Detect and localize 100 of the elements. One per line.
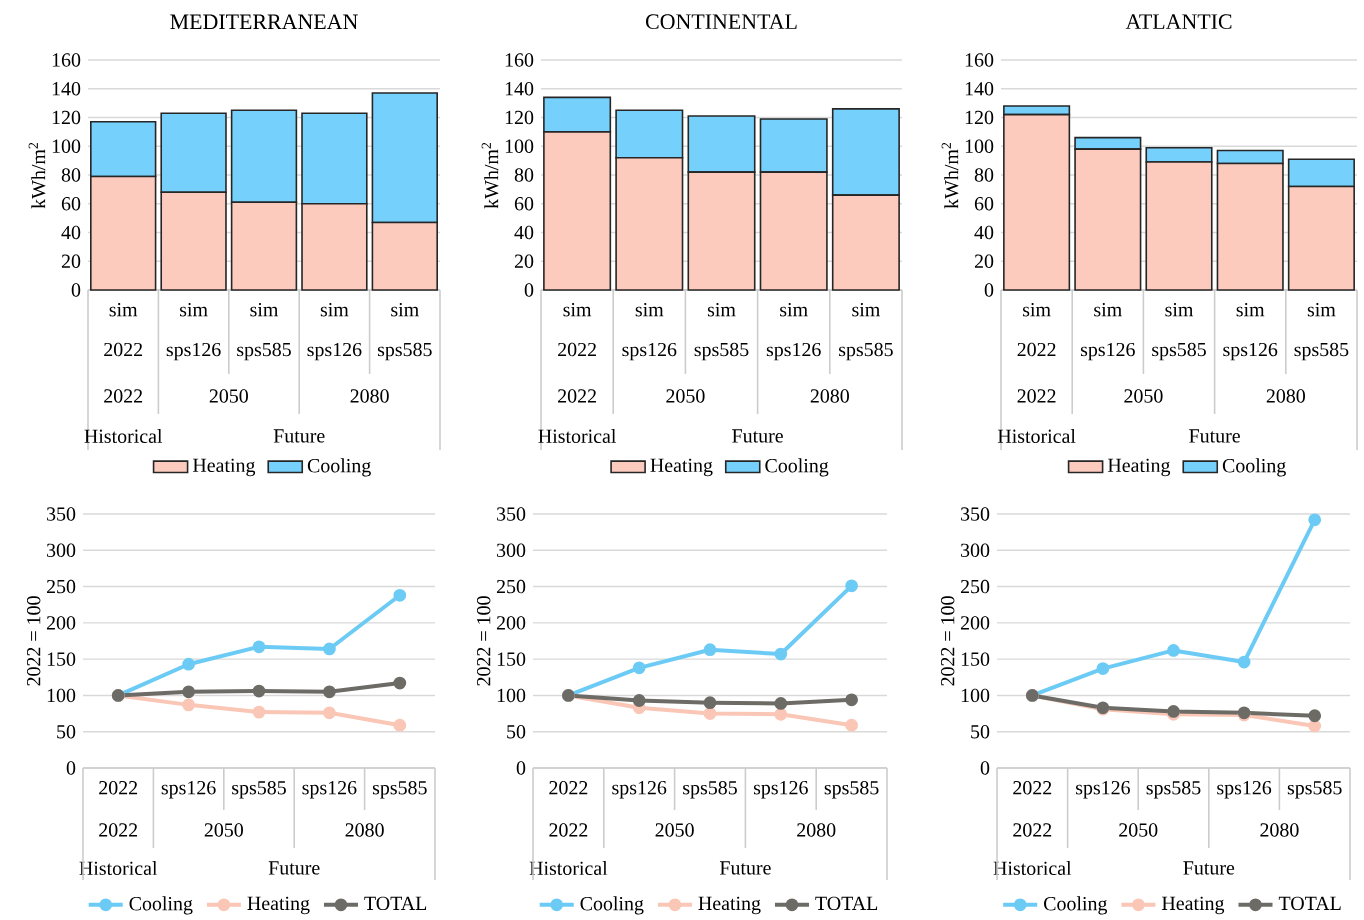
legend-label: Cooling [765, 458, 829, 477]
text: 2080 [810, 389, 849, 403]
text: Future [273, 429, 325, 443]
category-label: sim 2022 [558, 303, 596, 357]
y-tick-label: 350 [961, 507, 990, 521]
legend-label: Heating [650, 458, 713, 477]
text: 2022 [1017, 389, 1056, 403]
category-label: sim sps585 [237, 303, 291, 361]
chart-title: ATLANTIC [1125, 14, 1232, 29]
category-label: sim sps585 [1294, 303, 1349, 361]
text: Future [1183, 861, 1235, 875]
y-tick-label: 0 [516, 761, 526, 775]
y-axis-title: 2022 = 100 [476, 596, 491, 686]
y-tick-label: 200 [960, 616, 990, 630]
text: Historical [79, 860, 158, 875]
x-tick-label: sps585 [1287, 781, 1342, 799]
legend-label: TOTAL [815, 896, 878, 911]
y-axis-title: 2022 = 100 [26, 596, 41, 686]
x-tick-label: 2022 [99, 781, 138, 795]
x-tick-label: sps585 [372, 781, 427, 799]
text: 2050 [1119, 823, 1158, 837]
x-tick-label: sps585 [824, 781, 879, 799]
category-label: sim sps126 [166, 303, 221, 361]
y-tick-label: 80 [61, 168, 81, 182]
y-tick-label: 150 [47, 652, 76, 666]
y-tick-label: 300 [497, 543, 526, 557]
y-tick-label: 20 [514, 254, 534, 268]
y-tick-label: 100 [47, 688, 76, 703]
text: 2022 [99, 823, 138, 837]
y-tick-label: 160 [505, 53, 534, 67]
text: Future [719, 861, 771, 875]
y-axis-title: kWh/m$^{2}$ [28, 142, 46, 209]
y-tick-label: 300 [47, 543, 76, 557]
legend-label: Heating [1107, 458, 1171, 477]
legend-label: Cooling [129, 896, 193, 915]
text: 2050 [1124, 389, 1163, 403]
x-tick-label: sps585 [232, 781, 286, 799]
text: 2080 [350, 389, 389, 403]
y-tick-label: 0 [66, 761, 76, 775]
x-tick-label: 2022 [1013, 781, 1052, 795]
category-label: sim sps126 [307, 303, 362, 361]
text: 2022 [558, 389, 596, 403]
y-tick-label: 50 [57, 724, 76, 739]
y-tick-label: 250 [960, 579, 990, 594]
y-tick-label: 140 [52, 82, 81, 96]
y-tick-label: 80 [974, 168, 994, 182]
x-tick-label: sps126 [302, 781, 357, 799]
x-tick-label: sps585 [1146, 781, 1201, 799]
x-tick-label: sps126 [1217, 781, 1272, 799]
y-tick-label: 50 [507, 724, 526, 739]
text: 2050 [204, 823, 243, 837]
y-tick-label: 60 [974, 197, 994, 211]
y-tick-label: 200 [46, 616, 76, 630]
category-label: sim sps126 [1080, 303, 1135, 361]
legend-label: Cooling [580, 896, 644, 915]
text: Historical [84, 428, 163, 443]
text: Historical [538, 428, 616, 443]
y-tick-label: 40 [514, 225, 534, 240]
y-tick-label: 50 [971, 724, 990, 739]
y-tick-label: 20 [974, 254, 994, 268]
category-label: sim sps126 [1223, 303, 1278, 361]
legend-label: Heating [1161, 896, 1225, 915]
x-tick-label: sps126 [161, 781, 216, 799]
y-tick-label: 60 [514, 197, 534, 211]
y-tick-label: 150 [497, 652, 526, 666]
y-axis-title: kWh/m$^{2}$ [941, 142, 959, 209]
text: 2022 [549, 823, 588, 837]
y-tick-label: 140 [505, 82, 534, 96]
text: 2080 [345, 823, 384, 837]
text: Future [1189, 429, 1240, 443]
x-tick-label: 2022 [549, 781, 588, 795]
text: Historical [993, 860, 1072, 875]
y-tick-label: 350 [497, 507, 526, 521]
y-tick-label: 0 [980, 761, 990, 775]
text: 2050 [666, 389, 705, 403]
x-tick-label: sps126 [1076, 781, 1130, 799]
y-tick-label: 60 [61, 197, 81, 211]
legend-label: Heating [698, 896, 761, 915]
y-tick-label: 100 [961, 688, 990, 703]
text: Future [268, 861, 320, 875]
text: Historical [997, 428, 1076, 443]
category-label: sim sps585 [1152, 303, 1206, 361]
y-tick-label: 350 [47, 507, 76, 521]
y-tick-label: 150 [961, 652, 990, 666]
text: 2050 [655, 823, 694, 837]
category-label: sim 2022 [1017, 303, 1056, 357]
category-label: sim sps585 [839, 303, 893, 361]
chart-title: CONTINENTAL [645, 14, 797, 29]
legend-label: TOTAL [1278, 896, 1341, 911]
y-tick-label: 20 [61, 254, 81, 268]
x-tick-label: sps126 [612, 781, 667, 799]
y-tick-label: 100 [52, 139, 81, 153]
text: 2080 [1260, 823, 1299, 837]
y-axis-title: 2022 = 100 [940, 596, 955, 686]
y-tick-label: 200 [496, 616, 526, 630]
x-tick-label: sps126 [753, 781, 808, 799]
y-tick-label: 0 [524, 283, 534, 297]
y-axis-title: kWh/m$^{2}$ [481, 142, 499, 209]
y-tick-label: 160 [965, 53, 994, 67]
y-tick-label: 100 [965, 139, 994, 153]
